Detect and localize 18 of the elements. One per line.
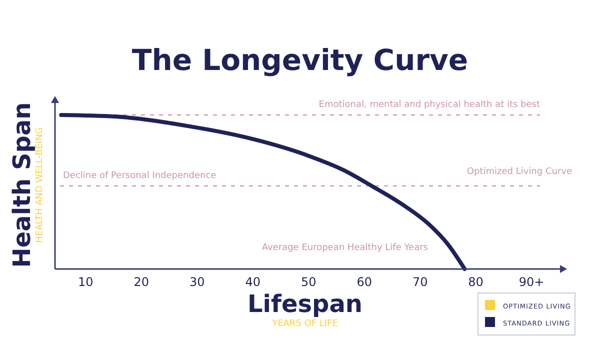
x-tick-label: 40 (245, 275, 261, 289)
x-tick-label: 60 (356, 275, 372, 289)
annotation: Average European Healthy Life Years (262, 243, 428, 253)
x-tick-label: 20 (134, 275, 150, 289)
ref-line-label: Emotional, mental and physical health at its best (318, 100, 540, 110)
y-axis-title: Health Span (8, 102, 36, 268)
ref-line-label: Decline of Personal Independence (63, 170, 217, 181)
text: HEALTH AND WELL-BEING (35, 127, 45, 243)
x-tick-label: 30 (189, 275, 205, 289)
chart-title: The Longevity Curve (132, 43, 468, 77)
text: YEARS OF LIFE (271, 319, 338, 329)
x-tick-label: 70 (412, 275, 428, 289)
x-tick-label: 90+ (518, 275, 544, 289)
x-tick-label: 10 (78, 275, 94, 289)
x-tick-label: 50 (300, 275, 316, 289)
annotation: Optimized Living Curve (466, 167, 572, 177)
x-tick-label: 80 (468, 275, 484, 289)
x-axis-title: Lifespan (248, 290, 362, 318)
